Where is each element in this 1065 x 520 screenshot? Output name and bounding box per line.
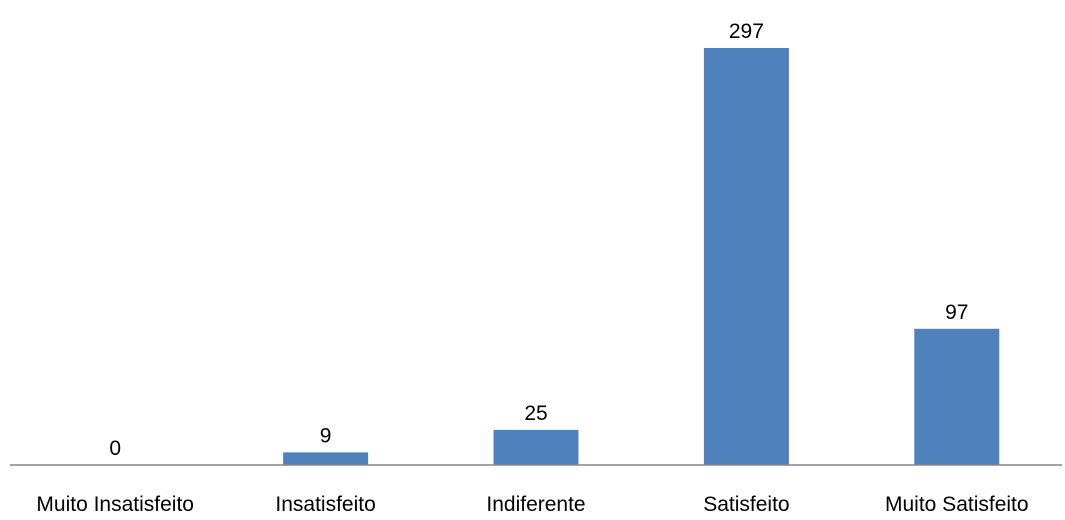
x-tick-label: Muito Satisfeito — [885, 493, 1029, 516]
data-label: 297 — [729, 20, 764, 43]
x-tick-label: Satisfeito — [703, 493, 789, 516]
data-label: 0 — [109, 437, 121, 460]
x-tick-label: Indiferente — [486, 493, 585, 516]
bar — [283, 452, 369, 465]
bar — [914, 328, 1000, 465]
bars-group — [283, 48, 1000, 465]
x-tick-labels-group: Muito Insatisfeito Insatisfeito Indiferent… — [36, 493, 1028, 516]
x-tick-label: Insatisfeito — [275, 493, 375, 516]
bar — [493, 429, 579, 465]
data-label: 9 — [320, 424, 332, 447]
data-label: 97 — [945, 301, 968, 324]
bar — [703, 48, 789, 465]
data-labels-group: 0 9 25 297 97 — [109, 20, 968, 460]
data-label: 25 — [524, 402, 547, 425]
x-tick-label: Muito Insatisfeito — [36, 493, 194, 516]
